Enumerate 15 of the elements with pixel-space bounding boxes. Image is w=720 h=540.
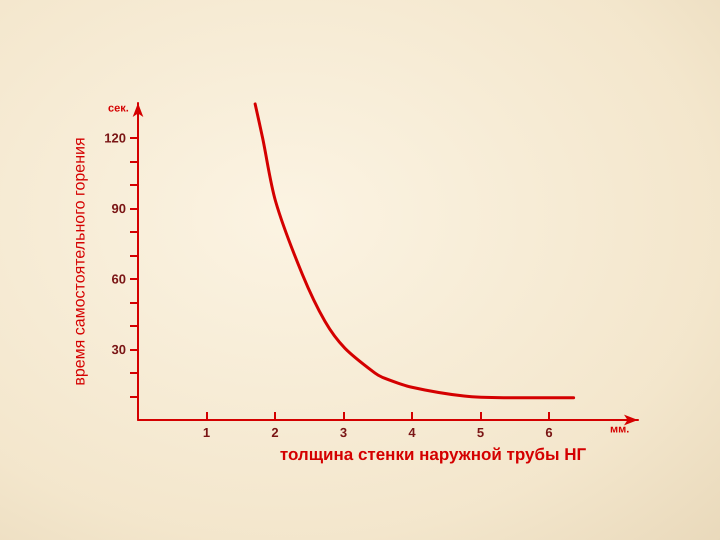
text: сек. bbox=[108, 102, 129, 114]
x-tick-label: 2 bbox=[271, 425, 279, 440]
x-tick-label: 3 bbox=[340, 425, 348, 440]
x-axis-title: толщина стенки наружной трубы НГ bbox=[280, 445, 587, 464]
y-tick-label: 30 bbox=[112, 342, 126, 358]
y-axis-title: время самостоятельного горения bbox=[72, 137, 88, 386]
x-tick-label: 6 bbox=[545, 425, 553, 440]
text: мм. bbox=[610, 424, 630, 436]
y-tick-label: 120 bbox=[104, 130, 126, 146]
x-tick-label: 4 bbox=[408, 425, 416, 440]
x-tick-label: 1 bbox=[202, 425, 210, 440]
line-series bbox=[254, 102, 576, 400]
y-tick-label: 60 bbox=[112, 272, 126, 287]
y-tick-label: 90 bbox=[112, 201, 126, 216]
x-tick-label: 5 bbox=[476, 425, 484, 440]
